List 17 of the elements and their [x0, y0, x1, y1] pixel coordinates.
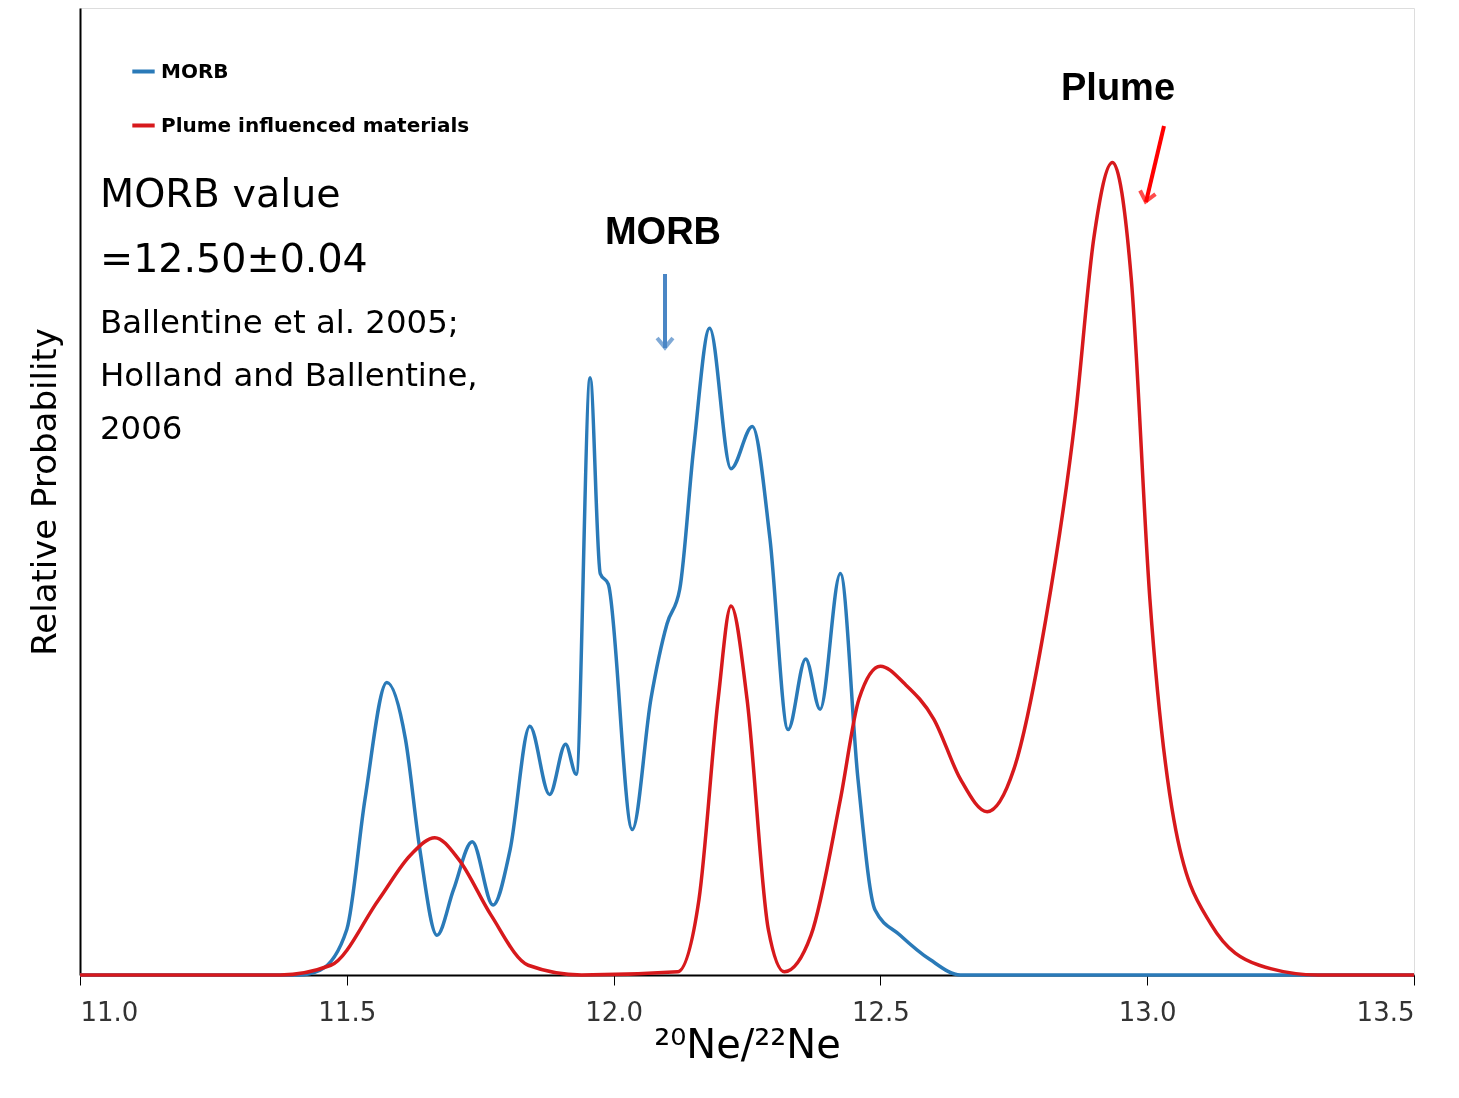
x-tick-label: 12.5 — [851, 996, 910, 1027]
legend-label: Plume influenced materials — [161, 112, 470, 137]
annotation: MORB — [604, 210, 722, 252]
annotation: Holland and Ballentine, — [100, 356, 478, 394]
annotation: =12.50±0.04 — [100, 235, 368, 281]
y-axis-title: Relative Probability — [23, 328, 64, 656]
annotation: 2006 — [100, 409, 183, 447]
x-tick-label: 11.5 — [318, 996, 377, 1027]
text: Plume — [1060, 66, 1176, 108]
annotation: MORB value — [100, 170, 341, 216]
x-tick-label: 13.5 — [1356, 996, 1415, 1027]
x-tick-label: 13.0 — [1118, 996, 1177, 1027]
legend-label: MORB — [161, 58, 229, 83]
x-axis-title: ²⁰Ne/²²Ne — [654, 1020, 841, 1067]
x-tick-label: 11.0 — [80, 996, 139, 1027]
x-tick-label: 12.0 — [585, 996, 644, 1027]
annotation: Ballentine et al. 2005; — [100, 303, 459, 341]
